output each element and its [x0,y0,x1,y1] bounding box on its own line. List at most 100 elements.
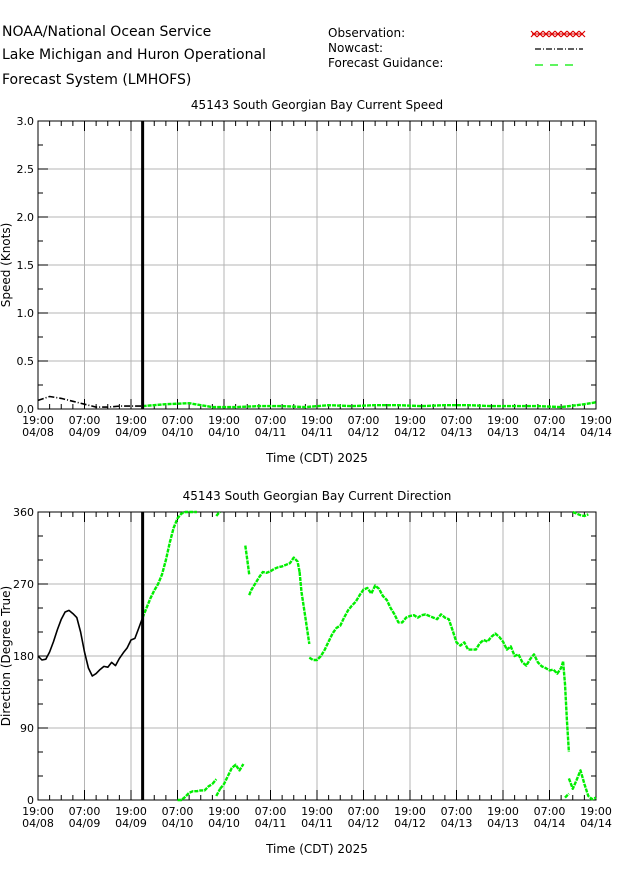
x-tick-label-date: 04/09 [115,426,147,439]
y-tick-label: 90 [20,722,34,735]
legend-observation-label: Observation: [328,26,406,40]
legend-observation-marker [554,30,562,38]
x-tick-label-date: 04/14 [534,426,566,439]
forecast-line-1-13 [572,510,589,518]
forecast-line-1-10 [561,661,571,753]
chart-title-1: 45143 South Georgian Bay Current Directi… [183,489,452,503]
legend-nowcast-label: Nowcast: [328,41,384,55]
x-tick-label-date: 04/08 [22,817,54,830]
x-tick-label-time: 07:00 [348,414,380,427]
chart-title-0: 45143 South Georgian Bay Current Speed [191,98,443,112]
grid-0 [38,121,596,409]
forecast-line-1-12 [564,792,570,799]
y-tick-label: 1.0 [17,307,35,320]
x-tick-label-time: 07:00 [255,414,287,427]
forecast-line-1-2 [211,778,218,785]
ticks-1 [37,511,597,801]
forecast-line-1-7 [248,556,301,596]
forecast-line-0-0 [142,401,597,409]
header-line-2: Lake Michigan and Huron Operational [2,47,266,63]
legend-observation-marker [530,30,538,38]
y-tick-label: 0.0 [17,403,35,416]
x-tick-label-date: 04/09 [69,426,101,439]
x-tick-label-time: 07:00 [534,414,566,427]
x-tick-label-date: 04/14 [534,817,566,830]
forecast-line-1-3 [215,788,222,797]
x-axis-label-1: Time (CDT) 2025 [265,842,368,856]
y-axis-label-0: Speed (Knots) [0,223,13,308]
forecast-line-1-1 [177,782,214,802]
x-tick-label-time: 19:00 [487,414,519,427]
nowcast-line-1-0 [37,609,144,677]
x-tick-label-time: 07:00 [441,414,473,427]
x-tick-label-date: 04/13 [487,426,519,439]
legend-observation-marker [542,30,550,38]
y-tick-label: 270 [13,578,34,591]
x-tick-label-time: 19:00 [394,805,426,818]
x-tick-label-time: 07:00 [69,414,101,427]
x-tick-label-date: 04/12 [394,817,426,830]
y-tick-label: 0 [27,794,34,807]
x-tick-label-date: 04/08 [22,426,54,439]
x-tick-label-date: 04/14 [580,426,612,439]
x-tick-label-time: 19:00 [394,414,426,427]
y-tick-label: 2.5 [17,163,35,176]
x-tick-label-date: 04/11 [255,817,287,830]
legend-observation-marker [548,30,556,38]
legend-observation-marker [572,30,580,38]
legend-swatches [530,30,586,66]
legend-observation-swatch [530,30,586,38]
forecast-line-1-9 [308,584,565,675]
x-tick-label-date: 04/13 [441,426,473,439]
y-tick-label: 3.0 [17,115,35,128]
x-tick-label-date: 04/12 [348,426,380,439]
x-tick-label-date: 04/13 [441,817,473,830]
x-tick-label-time: 19:00 [208,414,240,427]
nowcast-line-0-0 [37,395,143,408]
forecast-line-1-0 [141,510,197,619]
x-tick-label-time: 07:00 [348,805,380,818]
x-tick-label-time: 07:00 [441,805,473,818]
x-tick-label-date: 04/12 [394,426,426,439]
grid-1 [38,512,596,800]
x-tick-label-time: 07:00 [255,805,287,818]
x-tick-label-time: 07:00 [534,805,566,818]
x-tick-label-date: 04/10 [208,817,240,830]
x-tick-label-time: 19:00 [22,414,54,427]
legend-observation-marker [566,30,574,38]
y-tick-label: 1.5 [17,259,35,272]
header-line-1: NOAA/National Ocean Service [2,24,212,40]
header-line-3: Forecast System (LMHOFS) [2,72,192,88]
y-tick-label: 2.0 [17,211,35,224]
speed-chart: 45143 South Georgian Bay Current Speed 0.… [0,98,612,465]
x-tick-label-date: 04/14 [580,817,612,830]
x-tick-label-time: 19:00 [580,805,612,818]
x-tick-label-date: 04/11 [301,426,333,439]
y-tick-label: 180 [13,650,34,663]
x-tick-label-time: 19:00 [208,805,240,818]
x-tick-label-date: 04/11 [255,426,287,439]
legend-forecast-label: Forecast Guidance: [328,56,444,70]
plot-frame-0 [37,120,597,410]
x-tick-label-date: 04/12 [348,817,380,830]
x-tick-label-date: 04/10 [208,426,240,439]
x-tick-label-time: 19:00 [115,805,147,818]
x-axis-label-0: Time (CDT) 2025 [265,451,368,465]
x-tick-label-date: 04/10 [162,426,194,439]
x-tick-label-date: 04/11 [301,817,333,830]
legend-observation-marker [578,30,586,38]
legend-observation-marker [560,30,568,38]
x-tick-label-time: 07:00 [162,805,194,818]
forecast-line-1-4 [219,763,245,790]
x-tick-label-time: 07:00 [162,414,194,427]
x-tick-label-date: 04/10 [162,817,194,830]
forecast-line-1-11 [567,769,597,801]
x-tick-label-time: 19:00 [115,414,147,427]
x-tick-label-time: 19:00 [580,414,612,427]
y-tick-label: 360 [13,506,34,519]
forecast-line-1-6 [244,545,251,575]
x-tick-label-date: 04/09 [115,817,147,830]
forecast-line-1-8 [298,571,311,645]
x-tick-label-time: 19:00 [301,805,333,818]
